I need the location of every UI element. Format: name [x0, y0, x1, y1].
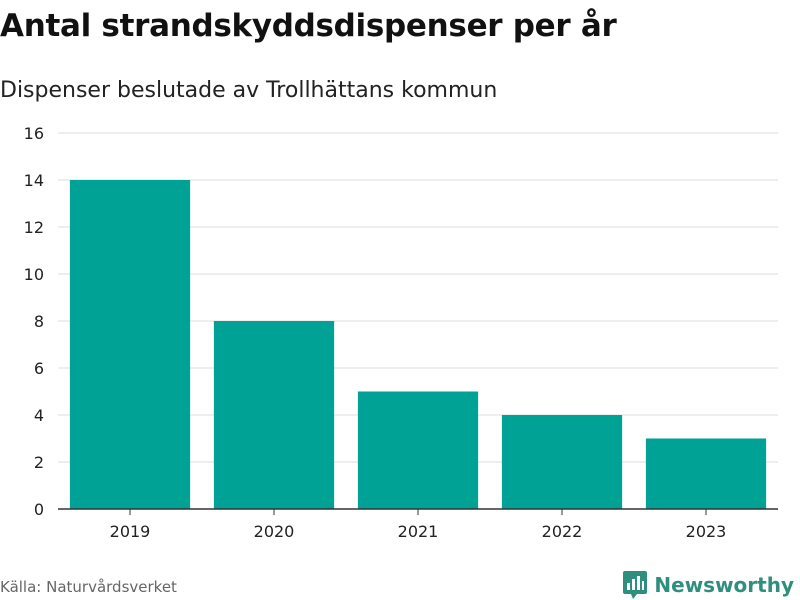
- bar-2020: [213, 321, 335, 509]
- y-axis-ticks: 0 2 4 6 8 10 12 14 16: [24, 124, 44, 519]
- bar-2019: [69, 180, 191, 509]
- y-tick-label: 10: [24, 265, 44, 284]
- bar-2023: [645, 438, 767, 509]
- bars: [69, 180, 767, 509]
- brand: Newsworthy: [622, 570, 794, 600]
- x-tick-label: 2020: [254, 522, 295, 541]
- chart-subtitle: Dispenser beslutade av Trollhättans komm…: [0, 78, 498, 103]
- y-tick-label: 6: [34, 359, 44, 378]
- x-axis-ticks: 2019 2020 2021 2022 2023: [110, 509, 727, 541]
- bar-2022: [501, 415, 623, 509]
- y-tick-label: 8: [34, 312, 44, 331]
- y-tick-label: 14: [24, 171, 44, 190]
- newsworthy-logo-icon: [623, 571, 648, 599]
- bar-2021: [357, 391, 479, 509]
- y-tick-label: 16: [24, 124, 44, 143]
- source-note: Källa: Naturvårdsverket: [0, 578, 177, 596]
- x-tick-label: 2022: [542, 522, 583, 541]
- brand-name: Newsworthy: [654, 573, 794, 597]
- chart-title: Antal strandskyddsdispenser per år: [0, 8, 617, 44]
- y-tick-label: 0: [34, 500, 44, 519]
- x-tick-label: 2023: [686, 522, 727, 541]
- y-tick-label: 12: [24, 218, 44, 237]
- x-tick-label: 2021: [398, 522, 439, 541]
- y-tick-label: 4: [34, 406, 44, 425]
- y-tick-label: 2: [34, 453, 44, 472]
- x-tick-label: 2019: [110, 522, 151, 541]
